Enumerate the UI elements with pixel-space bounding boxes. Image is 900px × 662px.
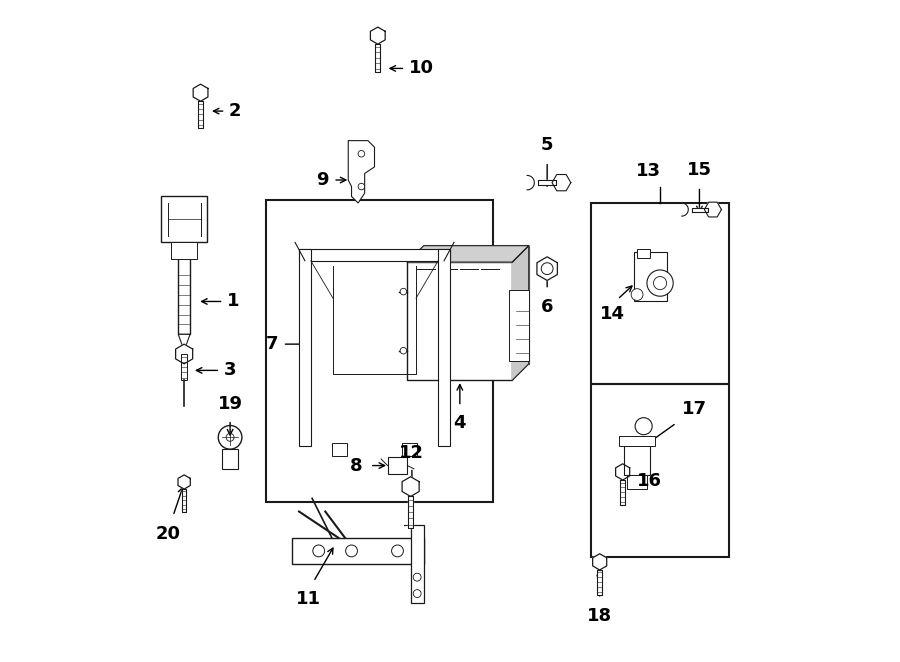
Bar	[410, 525, 424, 604]
Text: 2: 2	[229, 102, 241, 120]
Circle shape	[400, 348, 407, 354]
Bar	[266, 200, 492, 502]
Bar	[637, 249, 650, 258]
Text: 20: 20	[155, 525, 180, 543]
Polygon shape	[620, 480, 625, 505]
Circle shape	[413, 573, 421, 581]
Circle shape	[631, 289, 643, 301]
Polygon shape	[178, 334, 190, 351]
Bar	[408, 262, 512, 380]
Text: 9: 9	[316, 171, 328, 189]
Polygon shape	[408, 246, 529, 262]
Bar	[332, 443, 347, 455]
Polygon shape	[592, 553, 607, 570]
Bar	[634, 252, 667, 301]
Polygon shape	[348, 140, 374, 203]
Text: 17: 17	[681, 400, 706, 418]
Text: 7: 7	[266, 335, 278, 353]
Circle shape	[346, 545, 357, 557]
Bar	[292, 538, 424, 564]
Polygon shape	[375, 44, 380, 71]
Bar	[591, 383, 729, 557]
Text: 4: 4	[454, 414, 466, 432]
Circle shape	[392, 545, 403, 557]
Polygon shape	[176, 344, 193, 364]
Circle shape	[413, 590, 421, 598]
Bar	[161, 197, 207, 242]
Bar	[401, 443, 418, 455]
Circle shape	[647, 270, 673, 296]
Bar	[424, 246, 529, 364]
Bar	[627, 475, 647, 489]
Bar	[181, 354, 187, 380]
Circle shape	[400, 289, 407, 295]
Polygon shape	[538, 181, 556, 185]
Polygon shape	[537, 257, 557, 281]
Bar	[509, 290, 529, 361]
Bar	[388, 457, 408, 474]
Polygon shape	[178, 475, 190, 489]
Polygon shape	[182, 489, 186, 512]
Text: 15: 15	[687, 161, 712, 179]
Circle shape	[653, 277, 667, 290]
Bar	[299, 249, 450, 261]
Text: 16: 16	[637, 471, 662, 490]
Polygon shape	[371, 27, 385, 44]
Bar	[438, 249, 450, 446]
Text: 18: 18	[587, 606, 612, 625]
Bar	[624, 443, 650, 475]
Circle shape	[313, 545, 325, 557]
Bar	[591, 203, 729, 383]
Bar	[222, 449, 239, 469]
Text: 3: 3	[223, 361, 236, 379]
Polygon shape	[552, 175, 571, 191]
Bar	[619, 436, 655, 446]
Bar	[299, 249, 310, 446]
Polygon shape	[198, 101, 202, 128]
Polygon shape	[691, 208, 708, 212]
Text: 5: 5	[541, 136, 554, 154]
Circle shape	[358, 183, 365, 190]
Polygon shape	[598, 570, 602, 595]
Text: 19: 19	[218, 395, 243, 413]
Polygon shape	[705, 202, 722, 217]
Polygon shape	[616, 464, 630, 480]
Polygon shape	[408, 496, 413, 528]
Text: 10: 10	[410, 60, 435, 77]
Polygon shape	[512, 246, 529, 380]
Polygon shape	[194, 84, 208, 101]
Text: 6: 6	[541, 298, 554, 316]
Text: 12: 12	[400, 444, 425, 462]
Text: 11: 11	[296, 591, 320, 608]
Bar	[178, 256, 190, 334]
Text: 13: 13	[635, 162, 661, 180]
Bar	[171, 242, 197, 259]
Circle shape	[358, 150, 365, 157]
Polygon shape	[402, 477, 419, 496]
Text: 8: 8	[350, 457, 363, 475]
Text: 14: 14	[600, 305, 626, 323]
Text: 1: 1	[227, 293, 239, 310]
